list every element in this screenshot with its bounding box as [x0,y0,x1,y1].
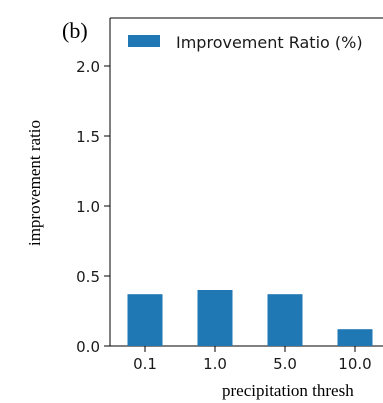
y-tick-label: 2.0 [76,58,100,76]
bars [127,290,373,346]
panel-label: (b) [62,18,88,43]
x-tick-label: 1.0 [203,355,227,373]
legend-swatch [128,35,160,47]
y-ticks: 0.0 0.5 1.0 1.5 2.0 [76,58,110,356]
y-axis-label: improvement ratio [25,120,44,246]
y-tick-label: 1.0 [76,198,100,216]
x-axis-label: precipitation thresh [222,381,354,400]
bar-0-1 [127,294,163,346]
legend-label: Improvement Ratio (%) [176,33,363,52]
x-tick-label: 0.1 [133,355,157,373]
bar-1-0 [197,290,233,346]
legend: Improvement Ratio (%) [128,33,363,52]
bar-10-0 [337,329,373,346]
x-tick-label: 5.0 [273,355,297,373]
bar-5-0 [267,294,303,346]
y-tick-label: 0.0 [76,338,100,356]
x-tick-label: 10.0 [338,355,371,373]
y-tick-label: 0.5 [76,268,100,286]
y-tick-label: 1.5 [76,128,100,146]
x-ticks: 0.1 1.0 5.0 10.0 [133,346,372,373]
